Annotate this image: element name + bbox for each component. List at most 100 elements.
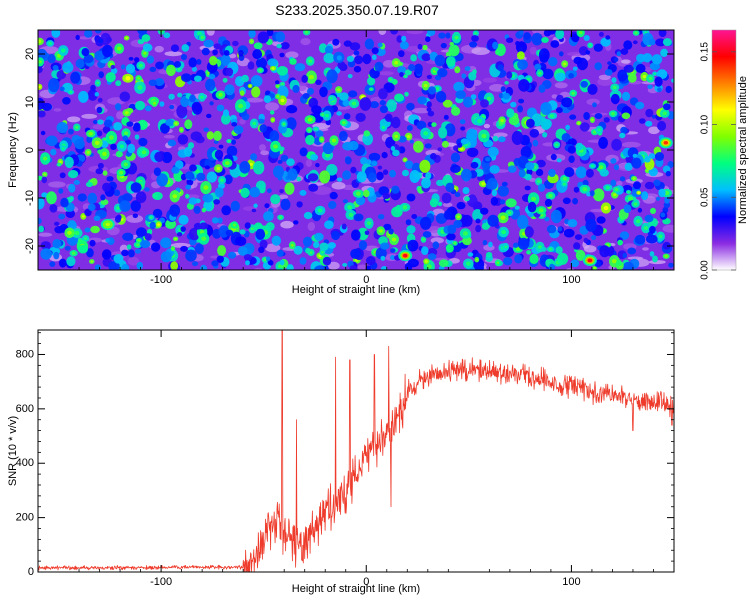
heatmap-hotspot (663, 141, 668, 145)
heatmap-cell (514, 254, 523, 264)
heatmap-cell (257, 31, 269, 44)
heatmap-cell (454, 192, 461, 198)
heatmap-cell (645, 108, 654, 118)
heatmap-cell (185, 249, 197, 262)
heatmap-cell (654, 76, 663, 87)
heatmap-cell (171, 247, 174, 250)
heatmap-cell (411, 107, 431, 114)
heatmap-cell (93, 119, 98, 125)
heatmap-cell (455, 90, 467, 99)
heatmap-cell (513, 242, 519, 248)
heatmap-cell (459, 119, 466, 125)
heatmap-cell (432, 241, 440, 250)
heatmap-cell (481, 182, 486, 186)
heatmap-cell (562, 176, 567, 181)
heatmap-cell (405, 219, 412, 226)
heatmap-cell (624, 162, 633, 171)
heatmap-cell (435, 91, 447, 103)
colorbar: 0.00 0.05 0.10 0.15 Normalized spectral amp… (700, 29, 749, 280)
heatmap-cell (239, 90, 245, 96)
heatmap-cell (546, 224, 557, 234)
snr-series-line (38, 330, 674, 572)
snr-y-tick-label: 0 (28, 566, 34, 578)
heatmap-cell (371, 54, 377, 61)
heatmap-cell (572, 66, 578, 71)
heatmap-cell (603, 205, 609, 211)
heatmap-cell (474, 264, 485, 270)
heatmap-cell (483, 123, 490, 129)
heatmap-cell (86, 135, 93, 143)
heatmap-cell (216, 104, 225, 112)
heatmap-cell (621, 91, 631, 101)
heatmap-cell (482, 77, 497, 83)
heatmap-cell (390, 146, 396, 151)
heatmap-cell (308, 74, 314, 80)
heatmap-cell (202, 193, 214, 203)
heatmap-cell (213, 140, 219, 144)
heatmap-cell (497, 136, 506, 143)
heatmap-cell (650, 207, 656, 214)
heatmap-cell (213, 43, 222, 50)
heatmap-cell (664, 191, 670, 196)
heatmap-cell (668, 262, 674, 268)
heatmap-cell (506, 37, 514, 43)
heatmap-cell (671, 78, 674, 83)
heatmap-cell (248, 30, 256, 38)
heatmap-cell (331, 230, 340, 241)
heatmap-cell (220, 178, 224, 182)
snr-x-ticks: -100 0 100 (78, 330, 654, 588)
heatmap-cell (174, 237, 177, 240)
heatmap-cell (188, 197, 197, 205)
heatmap-cell (77, 193, 87, 202)
heatmap-cell (225, 229, 234, 236)
heatmap-cell (149, 221, 156, 230)
heatmap-cell (536, 159, 546, 168)
heatmap-cell (137, 30, 148, 35)
heatmap-cell (185, 184, 192, 190)
heatmap-cell (209, 55, 218, 66)
heatmap-cell (327, 261, 340, 270)
heatmap-cell (270, 194, 281, 205)
heatmap-cell (259, 124, 268, 133)
heatmap-cell (51, 30, 61, 38)
heatmap-cell (592, 102, 597, 108)
heatmap-cell (58, 213, 66, 220)
heatmap-cell (562, 197, 571, 205)
heatmap-cell (239, 161, 251, 174)
heatmap-hotspot (587, 258, 593, 263)
snr-x-tick-label: 0 (363, 576, 369, 588)
heatmap-cell (281, 83, 284, 86)
heatmap-cell (617, 239, 623, 246)
heatmap-cell (307, 128, 311, 132)
heatmap-cell (239, 229, 246, 235)
heatmap-cell (137, 85, 143, 90)
heatmap-cell (515, 41, 520, 46)
heatmap-cell (143, 51, 147, 55)
heatmap-cell (409, 170, 421, 183)
heatmap-cell (276, 66, 288, 76)
heatmap-cell (102, 170, 108, 176)
heatmap-cell (496, 261, 500, 264)
heatmap-cell (548, 193, 553, 198)
heatmap-cell (134, 57, 140, 63)
heatmap-y-tick-label: -10 (24, 190, 36, 206)
heatmap-cell (425, 36, 431, 43)
heatmap-cell (299, 257, 307, 265)
heatmap-cell (113, 189, 121, 197)
heatmap-cell (526, 250, 531, 255)
heatmap-cell (500, 215, 506, 220)
heatmap-cell (646, 169, 649, 172)
heatmap-cell (623, 204, 632, 214)
heatmap-cell (571, 33, 580, 43)
heatmap-cell (642, 53, 653, 63)
heatmap-cell (457, 215, 460, 219)
heatmap-cell (114, 215, 122, 223)
heatmap-cell (376, 171, 384, 181)
heatmap-cell (503, 257, 513, 266)
heatmap-cell (460, 126, 466, 131)
heatmap-cell (565, 124, 570, 131)
heatmap-x-tick-label: -100 (150, 274, 172, 286)
heatmap-cell (658, 188, 666, 198)
heatmap-cell (363, 130, 371, 137)
heatmap-cell (149, 66, 157, 73)
